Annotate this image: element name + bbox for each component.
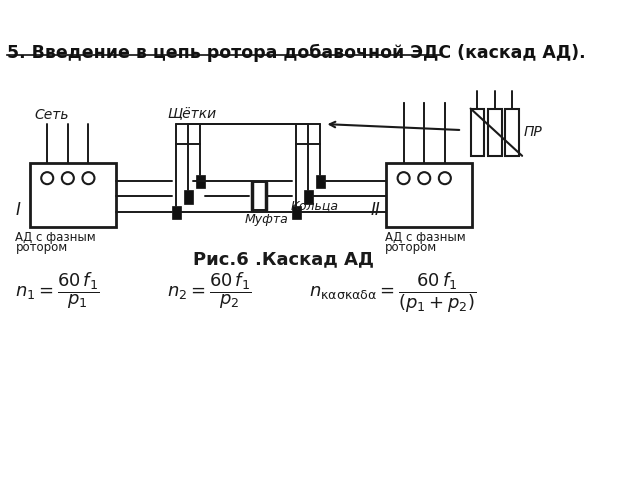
Text: I: I [15,201,20,218]
Text: Муфта: Муфта [244,214,289,227]
Bar [184,190,193,204]
Bar [316,175,326,189]
Bar [172,205,181,219]
Bar [304,190,314,204]
Bar [387,163,472,227]
Text: Сеть: Сеть [35,108,69,122]
Text: $n_{\mathrm{\kappa\alpha\sigma\kappa\alpha\delta\alpha}} = \dfrac{60\,f_1}{(p_1+: $n_{\mathrm{\kappa\alpha\sigma\kappa\alp… [309,270,477,315]
Text: ротором: ротором [385,241,437,254]
Text: Щётки: Щётки [168,108,216,121]
Bar [292,205,301,219]
Text: АД с фазным: АД с фазным [385,230,465,243]
Text: $n_2 = \dfrac{60\,f_1}{p_2}$: $n_2 = \dfrac{60\,f_1}{p_2}$ [168,270,252,311]
Bar [488,108,502,156]
Bar [470,108,484,156]
Bar [505,108,518,156]
Text: II: II [371,201,381,218]
Bar [196,175,205,189]
Text: $n_1 = \dfrac{60\,f_1}{p_1}$: $n_1 = \dfrac{60\,f_1}{p_1}$ [15,270,100,311]
Text: ротором: ротором [15,241,68,254]
Text: Кольца: Кольца [291,200,339,213]
Text: ПР: ПР [524,125,543,139]
Text: АД с фазным: АД с фазным [15,230,96,243]
Text: 5. Введение в цепь ротора добавочной ЭДС (каскад АД).: 5. Введение в цепь ротора добавочной ЭДС… [7,44,586,62]
Text: Рис.6 .Каскад АД: Рис.6 .Каскад АД [193,250,374,268]
Bar [30,163,116,227]
